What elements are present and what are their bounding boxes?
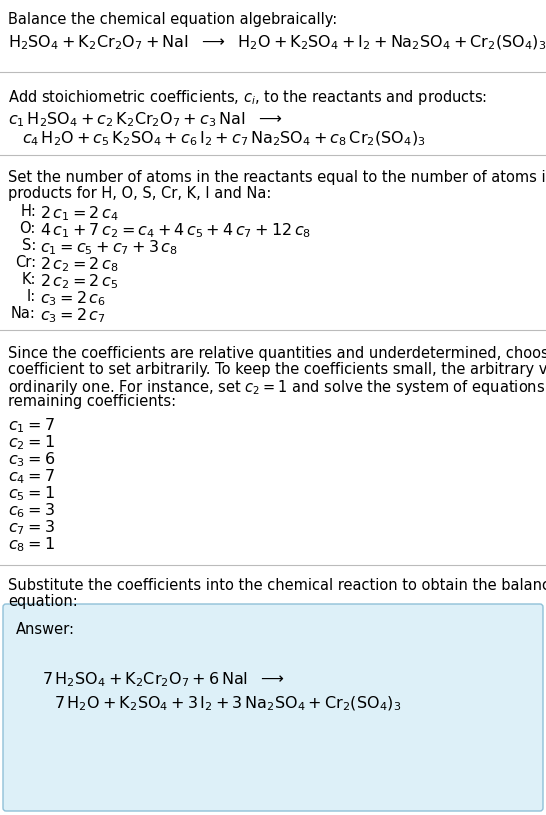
Text: products for H, O, S, Cr, K, I and Na:: products for H, O, S, Cr, K, I and Na: [8,186,271,201]
Text: K:: K: [21,272,36,287]
Text: $c_8 = 1$: $c_8 = 1$ [8,535,55,553]
Text: $c_7 = 3$: $c_7 = 3$ [8,518,55,537]
Text: $\mathrm{H_2SO_4 + K_2Cr_2O_7 + NaI}$  $\longrightarrow$  $\mathrm{H_2O + K_2SO_: $\mathrm{H_2SO_4 + K_2Cr_2O_7 + NaI}$ $\… [8,34,546,52]
Text: $c_4\,\mathrm{H_2O} + c_5\,\mathrm{K_2SO_4} + c_6\,\mathrm{I_2} + c_7\,\mathrm{N: $c_4\,\mathrm{H_2O} + c_5\,\mathrm{K_2SO… [22,130,426,148]
Text: $c_3 = 6$: $c_3 = 6$ [8,450,55,469]
Text: equation:: equation: [8,594,78,609]
Text: $c_5 = 1$: $c_5 = 1$ [8,484,55,503]
Text: $c_1 = 7$: $c_1 = 7$ [8,416,55,434]
Text: $c_2 = 1$: $c_2 = 1$ [8,433,55,452]
Text: $4\,c_1 + 7\,c_2 = c_4 + 4\,c_5 + 4\,c_7 + 12\,c_8$: $4\,c_1 + 7\,c_2 = c_4 + 4\,c_5 + 4\,c_7… [40,221,311,240]
Text: O:: O: [20,221,36,236]
Text: $c_4 = 7$: $c_4 = 7$ [8,467,55,486]
Text: $2\,c_1 = 2\,c_4$: $2\,c_1 = 2\,c_4$ [40,204,119,222]
Text: I:: I: [27,289,36,304]
Text: H:: H: [20,204,36,219]
Text: $c_1\,\mathrm{H_2SO_4} + c_2\,\mathrm{K_2Cr_2O_7} + c_3\,\mathrm{NaI}$  $\longri: $c_1\,\mathrm{H_2SO_4} + c_2\,\mathrm{K_… [8,110,282,129]
Text: Set the number of atoms in the reactants equal to the number of atoms in the: Set the number of atoms in the reactants… [8,170,546,185]
Text: $c_1 = c_5 + c_7 + 3\,c_8$: $c_1 = c_5 + c_7 + 3\,c_8$ [40,238,178,257]
Text: Since the coefficients are relative quantities and underdetermined, choose a: Since the coefficients are relative quan… [8,346,546,361]
Text: Balance the chemical equation algebraically:: Balance the chemical equation algebraica… [8,12,337,27]
Text: coefficient to set arbitrarily. To keep the coefficients small, the arbitrary va: coefficient to set arbitrarily. To keep … [8,362,546,377]
Text: Cr:: Cr: [15,255,36,270]
Text: $2\,c_2 = 2\,c_8$: $2\,c_2 = 2\,c_8$ [40,255,118,274]
Text: remaining coefficients:: remaining coefficients: [8,394,176,409]
Text: $c_3 = 2\,c_7$: $c_3 = 2\,c_7$ [40,306,106,324]
Text: S:: S: [22,238,36,253]
FancyBboxPatch shape [3,604,543,811]
Text: $c_3 = 2\,c_6$: $c_3 = 2\,c_6$ [40,289,106,308]
Text: ordinarily one. For instance, set $c_2 = 1$ and solve the system of equations fo: ordinarily one. For instance, set $c_2 =… [8,378,546,397]
Text: Substitute the coefficients into the chemical reaction to obtain the balanced: Substitute the coefficients into the che… [8,578,546,593]
Text: Add stoichiometric coefficients, $c_i$, to the reactants and products:: Add stoichiometric coefficients, $c_i$, … [8,88,487,107]
Text: $7\,\mathrm{H_2SO_4} + \mathrm{K_2Cr_2O_7} + 6\,\mathrm{NaI}$  $\longrightarrow$: $7\,\mathrm{H_2SO_4} + \mathrm{K_2Cr_2O_… [42,670,285,689]
Text: $2\,c_2 = 2\,c_5$: $2\,c_2 = 2\,c_5$ [40,272,118,291]
Text: Answer:: Answer: [16,622,75,637]
Text: Na:: Na: [11,306,36,321]
Text: $c_6 = 3$: $c_6 = 3$ [8,501,55,520]
Text: $7\,\mathrm{H_2O} + \mathrm{K_2SO_4} + 3\,\mathrm{I_2} + 3\,\mathrm{Na_2SO_4} + : $7\,\mathrm{H_2O} + \mathrm{K_2SO_4} + 3… [54,695,401,713]
